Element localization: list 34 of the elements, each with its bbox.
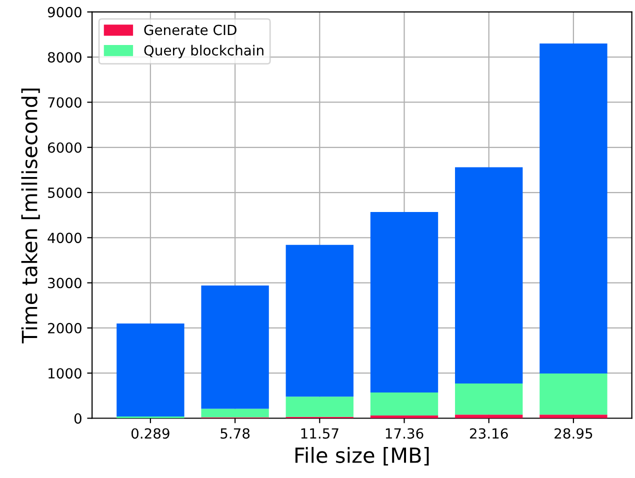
y-tick-label: 9000	[48, 6, 82, 18]
bar	[286, 396, 354, 417]
bar	[370, 392, 438, 416]
bar	[201, 408, 269, 418]
bar	[370, 212, 438, 393]
y-axis-title: Time taken [millisecond]	[21, 88, 40, 344]
x-tick-label: 17.36	[386, 428, 424, 439]
bar	[455, 383, 523, 415]
y-tick-label: 7000	[48, 97, 82, 108]
x-tick-label: 0.289	[131, 428, 170, 439]
bar	[286, 244, 354, 397]
bar	[455, 167, 523, 384]
x-tick-label: 5.78	[220, 428, 250, 439]
legend-label: Query blockchain	[144, 44, 264, 58]
y-tick-label: 4000	[48, 232, 82, 244]
bar	[370, 416, 438, 418]
x-tick-label: 28.95	[554, 428, 592, 439]
x-tick-label: 23.16	[470, 428, 508, 439]
bar	[116, 323, 184, 416]
y-tick-label: 5000	[48, 187, 82, 198]
y-tick-label: 8000	[48, 52, 82, 63]
bar	[201, 286, 269, 409]
bar	[540, 44, 608, 374]
x-axis-title: File size [MB]	[295, 446, 429, 466]
y-tick-label: 3000	[48, 278, 82, 288]
bar	[455, 414, 523, 418]
y-tick-label: 0	[74, 413, 82, 424]
bar	[540, 414, 608, 418]
y-tick-label: 1000	[48, 368, 82, 379]
legend-label: Generate CID	[144, 24, 236, 36]
y-tick-label: 2000	[48, 322, 82, 334]
bar	[540, 374, 608, 415]
x-tick-label: 11.57	[301, 428, 338, 439]
y-tick-label: 6000	[48, 142, 82, 153]
